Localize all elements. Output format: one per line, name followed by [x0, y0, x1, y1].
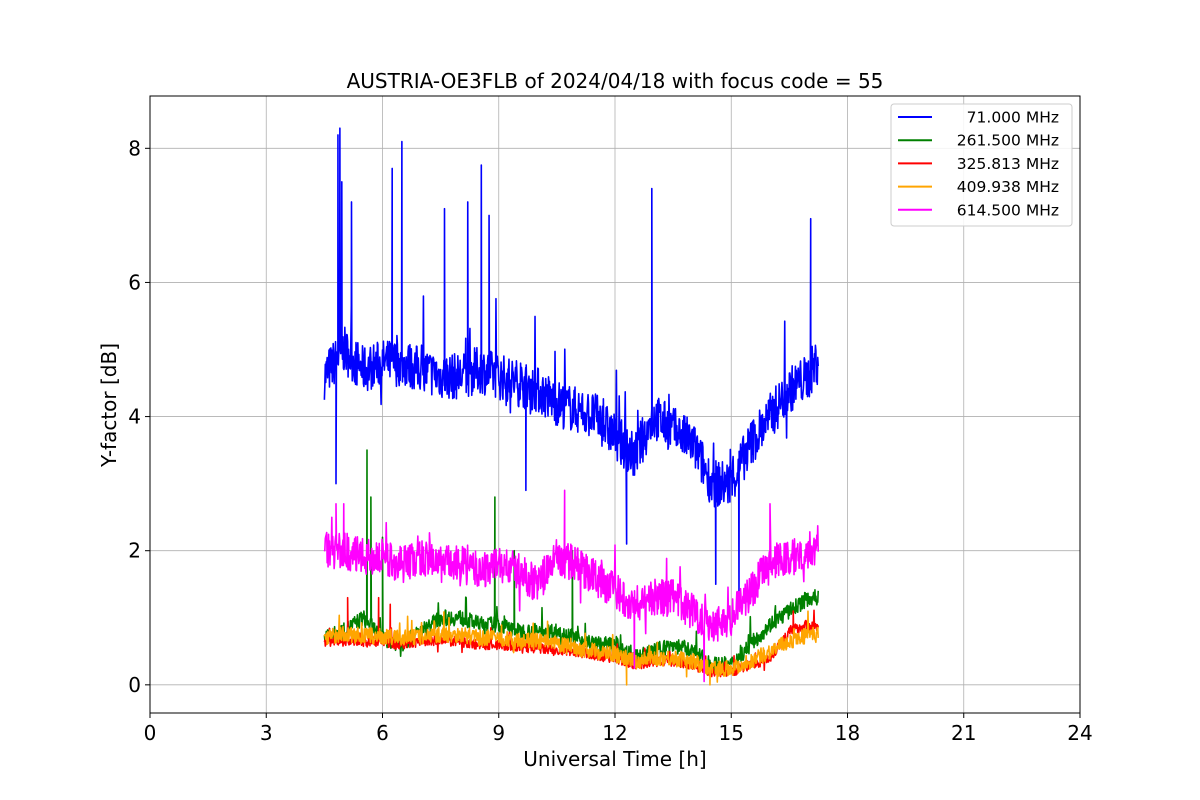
- y-axis: 0 2 4 6 8: [128, 136, 150, 697]
- x-tick-label: 3: [260, 721, 273, 745]
- legend-label-4: 614.500 MHz: [957, 201, 1059, 219]
- legend-label-2: 325.813 MHz: [957, 155, 1059, 173]
- y-tick-label: 0: [128, 673, 141, 697]
- y-tick-label: 8: [128, 136, 141, 160]
- x-tick-label: 24: [1067, 721, 1092, 745]
- legend-label-0: 71.000 MHz: [967, 109, 1059, 127]
- legend: 71.000 MHz 261.500 MHz 325.813 MHz 409.938 …: [890, 103, 1073, 227]
- series-layer: [323, 127, 820, 686]
- legend-box: [890, 103, 1073, 227]
- series-line-2: [323, 596, 820, 678]
- x-tick-label: 9: [492, 721, 505, 745]
- y-tick-label: 6: [128, 270, 141, 294]
- legend-label-3: 409.938 MHz: [957, 178, 1059, 196]
- x-axis: 0 3 6 9 12 15 18 21 24: [144, 713, 1093, 745]
- x-tick-label: 18: [835, 721, 860, 745]
- chart-title: AUSTRIA-OE3FLB of 2024/04/18 with focus …: [347, 69, 884, 93]
- x-tick-label: 12: [602, 721, 627, 745]
- x-axis-label: Universal Time [h]: [523, 747, 706, 771]
- series-line-4: [323, 489, 820, 683]
- y-axis-label: Y-factor [dB]: [97, 343, 121, 468]
- y-tick-label: 4: [128, 405, 141, 429]
- x-tick-label: 0: [144, 721, 157, 745]
- x-tick-label: 21: [951, 721, 976, 745]
- y-tick-label: 2: [128, 539, 141, 563]
- series-line-0: [323, 127, 820, 599]
- series-line-3: [323, 610, 820, 686]
- legend-label-1: 261.500 MHz: [957, 132, 1059, 150]
- x-tick-label: 6: [376, 721, 389, 745]
- x-tick-label: 15: [719, 721, 744, 745]
